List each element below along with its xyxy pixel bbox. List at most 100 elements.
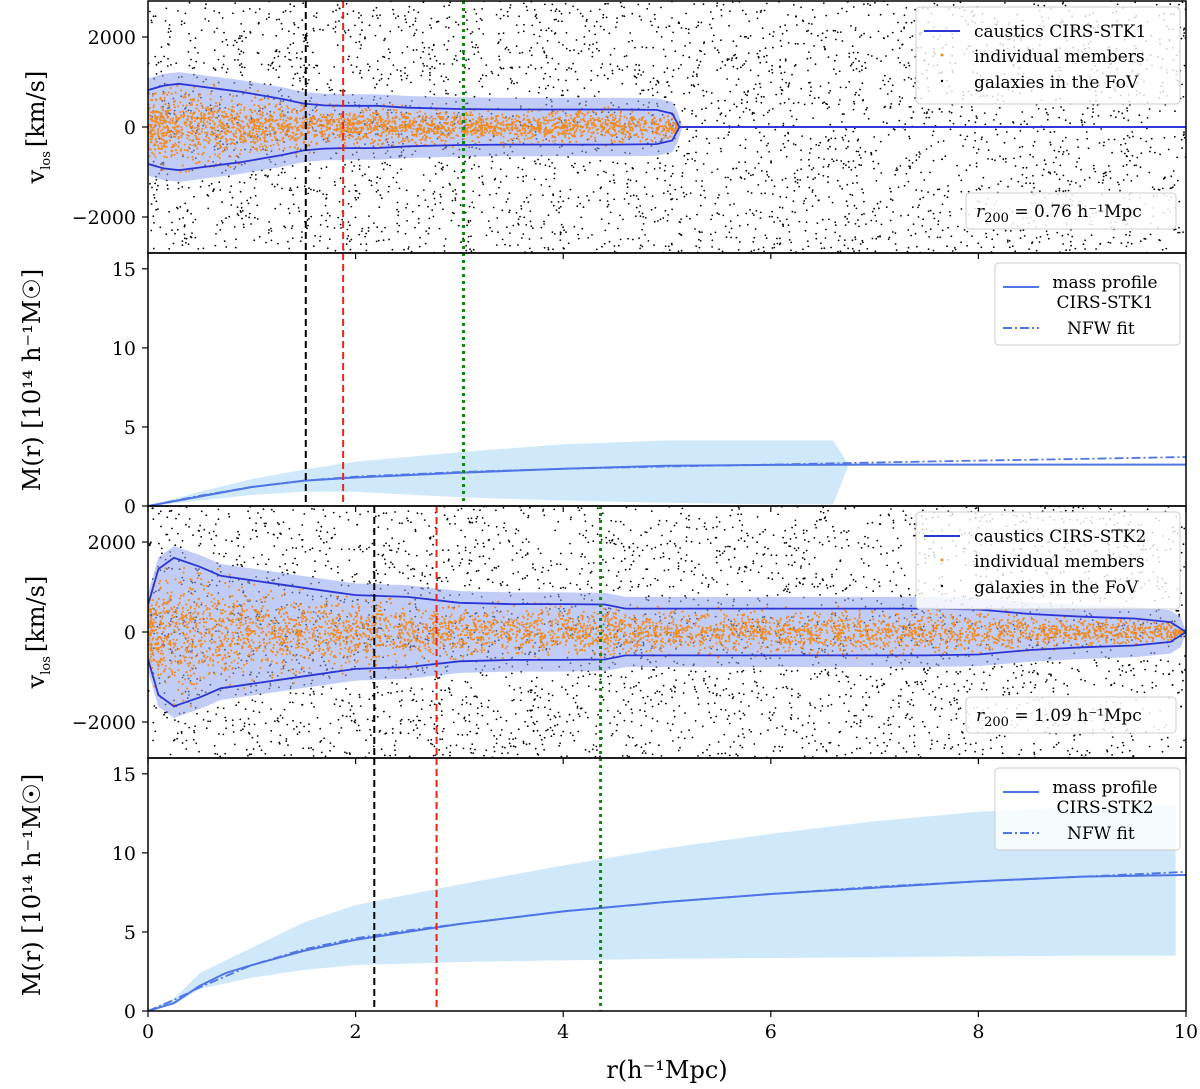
- field-galaxy: [268, 13, 270, 15]
- field-galaxy: [417, 222, 420, 224]
- field-galaxy: [453, 170, 456, 173]
- field-galaxy: [1173, 184, 1176, 186]
- field-galaxy: [223, 31, 225, 34]
- member-galaxy: [272, 143, 275, 146]
- field-galaxy: [785, 218, 788, 221]
- field-galaxy: [477, 46, 479, 49]
- field-galaxy: [380, 230, 383, 233]
- member-galaxy: [583, 119, 586, 122]
- field-galaxy: [879, 87, 882, 90]
- field-galaxy: [827, 181, 829, 184]
- field-galaxy: [491, 160, 494, 163]
- field-galaxy: [617, 227, 619, 230]
- member-galaxy: [227, 108, 230, 111]
- member-galaxy: [478, 115, 481, 118]
- field-galaxy: [1056, 231, 1059, 234]
- field-galaxy: [983, 112, 986, 114]
- field-galaxy: [389, 30, 392, 33]
- field-galaxy: [411, 210, 414, 213]
- member-galaxy: [243, 125, 246, 128]
- field-galaxy: [511, 67, 513, 70]
- field-galaxy: [781, 78, 784, 81]
- member-galaxy: [348, 112, 352, 115]
- field-galaxy: [869, 4, 872, 7]
- field-galaxy: [812, 178, 815, 181]
- field-galaxy: [292, 42, 295, 45]
- field-galaxy: [696, 169, 699, 171]
- field-galaxy: [717, 107, 720, 110]
- field-galaxy: [1149, 150, 1151, 153]
- field-galaxy: [890, 103, 893, 105]
- field-galaxy: [710, 102, 713, 105]
- member-galaxy: [551, 129, 554, 132]
- member-galaxy: [187, 94, 190, 97]
- field-galaxy: [540, 29, 542, 32]
- field-galaxy: [288, 212, 291, 215]
- field-galaxy: [368, 24, 371, 27]
- field-galaxy: [666, 190, 669, 193]
- member-galaxy: [474, 126, 477, 129]
- member-galaxy: [439, 111, 442, 114]
- field-galaxy: [757, 248, 760, 251]
- field-galaxy: [481, 7, 483, 10]
- field-galaxy: [854, 93, 856, 96]
- member-galaxy: [344, 123, 347, 127]
- field-galaxy: [842, 139, 845, 141]
- field-galaxy: [376, 226, 379, 229]
- field-galaxy: [764, 180, 767, 182]
- field-galaxy: [529, 220, 532, 223]
- field-galaxy: [730, 236, 733, 239]
- field-galaxy: [428, 46, 430, 49]
- field-galaxy: [851, 247, 854, 250]
- member-galaxy: [460, 120, 463, 123]
- field-galaxy: [1005, 131, 1008, 133]
- field-galaxy: [948, 110, 951, 113]
- field-galaxy: [842, 162, 845, 165]
- field-galaxy: [1135, 164, 1137, 167]
- member-galaxy: [348, 136, 351, 139]
- member-galaxy: [549, 128, 552, 131]
- field-galaxy: [446, 164, 449, 167]
- field-galaxy: [517, 218, 520, 221]
- field-galaxy: [168, 247, 171, 250]
- field-galaxy: [200, 29, 203, 32]
- field-galaxy: [435, 21, 438, 23]
- member-galaxy: [216, 105, 219, 108]
- field-galaxy: [356, 56, 359, 59]
- field-galaxy: [701, 185, 703, 188]
- member-galaxy: [406, 138, 409, 141]
- field-galaxy: [780, 88, 783, 91]
- member-galaxy: [377, 143, 380, 146]
- field-galaxy: [625, 55, 628, 57]
- field-galaxy: [848, 213, 850, 215]
- field-galaxy: [433, 83, 436, 86]
- field-galaxy: [595, 248, 598, 251]
- field-galaxy: [1008, 240, 1011, 242]
- field-galaxy: [334, 26, 337, 28]
- field-galaxy: [1020, 123, 1022, 126]
- member-galaxy: [165, 156, 168, 159]
- field-galaxy: [372, 9, 375, 12]
- member-galaxy: [495, 116, 498, 119]
- member-galaxy: [328, 122, 331, 125]
- field-galaxy: [270, 230, 273, 232]
- field-galaxy: [809, 81, 811, 84]
- member-galaxy: [197, 125, 200, 128]
- field-galaxy: [388, 238, 390, 241]
- field-galaxy: [678, 22, 681, 25]
- field-galaxy: [862, 191, 865, 194]
- member-galaxy: [590, 121, 593, 124]
- field-galaxy: [425, 230, 428, 233]
- field-galaxy: [768, 151, 770, 153]
- field-galaxy: [720, 39, 722, 42]
- member-galaxy: [201, 153, 204, 156]
- member-galaxy: [496, 134, 499, 137]
- member-galaxy: [638, 125, 641, 128]
- field-galaxy: [367, 63, 369, 66]
- field-galaxy: [308, 187, 310, 190]
- field-galaxy: [462, 237, 465, 240]
- field-galaxy: [430, 17, 433, 20]
- field-galaxy: [441, 168, 444, 171]
- field-galaxy: [811, 189, 814, 192]
- field-galaxy: [738, 224, 741, 227]
